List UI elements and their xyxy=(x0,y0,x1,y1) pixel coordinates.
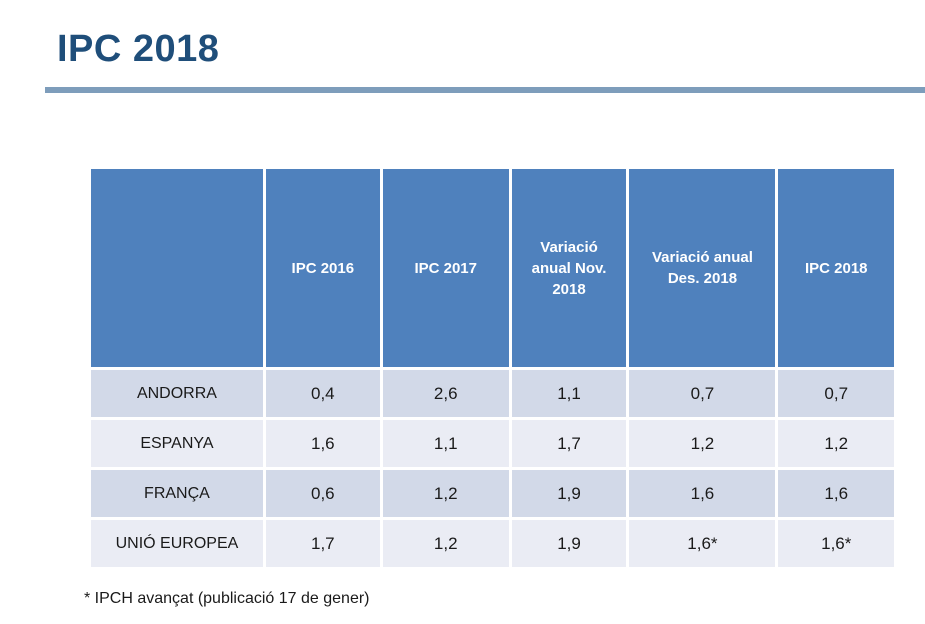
cell-value: 1,7 xyxy=(508,417,630,470)
table-header-row: IPC 2016 IPC 2017 Variació anual Nov. 20… xyxy=(88,166,897,370)
cell-value: 1,6* xyxy=(626,517,779,570)
cell-value: 1,2 xyxy=(626,417,779,470)
row-label: UNIÓ EUROPEA xyxy=(88,517,266,570)
cell-value: 1,1 xyxy=(379,417,512,470)
header-cell-variacio-nov-2018: Variació anual Nov. 2018 xyxy=(508,166,630,370)
cell-value: 1,6 xyxy=(262,417,383,470)
cell-value: 1,6 xyxy=(775,467,897,520)
cell-value: 1,6 xyxy=(626,467,779,520)
cell-value: 0,7 xyxy=(626,367,779,420)
header-cell-ipc-2016: IPC 2016 xyxy=(262,166,383,370)
cell-value: 0,4 xyxy=(262,367,383,420)
cell-value: 1,7 xyxy=(262,517,383,570)
page-title: IPC 2018 xyxy=(57,28,220,70)
ipc-table: IPC 2016 IPC 2017 Variació anual Nov. 20… xyxy=(88,166,897,570)
row-label: ESPANYA xyxy=(88,417,266,470)
footnote: * IPCH avançat (publicació 17 de gener) xyxy=(84,590,370,607)
cell-value: 1,2 xyxy=(775,417,897,470)
table-row-espanya: ESPANYA 1,6 1,1 1,7 1,2 1,2 xyxy=(88,417,897,470)
cell-value: 2,6 xyxy=(379,367,512,420)
table-row-unio-europea: UNIÓ EUROPEA 1,7 1,2 1,9 1,6* 1,6* xyxy=(88,517,897,570)
cell-value: 1,6* xyxy=(775,517,897,570)
cell-value: 1,9 xyxy=(508,517,630,570)
table-row-franca: FRANÇA 0,6 1,2 1,9 1,6 1,6 xyxy=(88,467,897,520)
cell-value: 1,1 xyxy=(508,367,630,420)
cell-value: 1,2 xyxy=(379,467,512,520)
header-cell-ipc-2017: IPC 2017 xyxy=(379,166,512,370)
title-rule-divider xyxy=(45,87,925,93)
cell-value: 1,2 xyxy=(379,517,512,570)
row-label: ANDORRA xyxy=(88,367,266,420)
cell-value: 0,7 xyxy=(775,367,897,420)
header-cell-ipc-2018: IPC 2018 xyxy=(775,166,897,370)
header-cell-empty xyxy=(88,166,266,370)
row-label: FRANÇA xyxy=(88,467,266,520)
cell-value: 1,9 xyxy=(508,467,630,520)
table-row-andorra: ANDORRA 0,4 2,6 1,1 0,7 0,7 xyxy=(88,367,897,420)
header-cell-variacio-des-2018: Variació anual Des. 2018 xyxy=(626,166,779,370)
cell-value: 0,6 xyxy=(262,467,383,520)
